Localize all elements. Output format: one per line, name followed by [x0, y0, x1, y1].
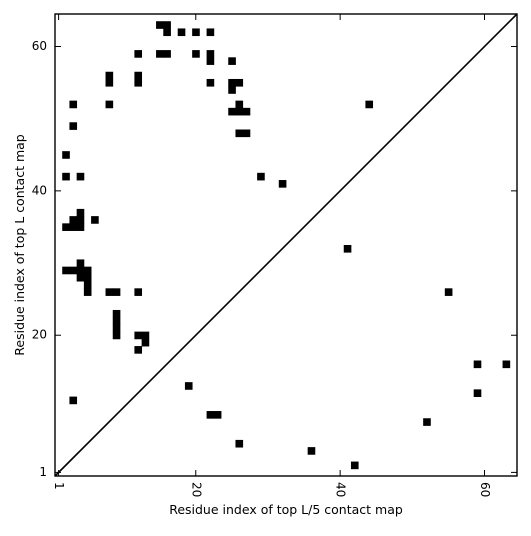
contact-cell-upper	[206, 57, 215, 65]
contact-cell-upper	[112, 324, 121, 333]
contact-cell-upper	[105, 288, 114, 296]
contact-cell-upper	[228, 86, 236, 94]
contact-cell-upper	[69, 266, 78, 275]
contact-cell-upper	[83, 273, 92, 282]
contact-cell-upper	[163, 21, 171, 29]
contact-cell-lower	[473, 360, 482, 369]
y-tick-label: 20	[32, 328, 47, 342]
contact-cell-upper	[235, 107, 244, 116]
contact-cell-upper	[235, 100, 244, 109]
contact-cell-upper	[242, 129, 251, 138]
contact-cell-upper	[76, 208, 85, 217]
contact-cell-upper	[242, 107, 251, 116]
contact-cell-upper	[444, 288, 453, 296]
contact-cell-upper	[76, 223, 85, 231]
contact-cell-upper	[206, 78, 215, 87]
contact-cell-upper	[112, 331, 121, 340]
contact-cell-upper	[192, 28, 200, 37]
y-tick-label: 60	[32, 39, 47, 53]
contact-cell-upper	[69, 223, 78, 231]
contact-cell-upper	[156, 50, 164, 58]
contact-cell-upper	[76, 266, 85, 275]
contact-cell-upper	[141, 338, 150, 347]
contact-cell-upper	[228, 57, 236, 65]
contact-cell-upper	[228, 107, 236, 116]
contact-cell-lower	[350, 461, 359, 470]
contact-cell-upper	[62, 172, 70, 181]
contact-cell-upper	[134, 346, 143, 354]
x-axis-label: Residue index of top L/5 contact map	[169, 502, 403, 517]
contact-cell-lower	[423, 418, 431, 426]
contact-cell-upper	[69, 100, 78, 109]
contact-cell-upper	[76, 259, 85, 268]
contact-cell-upper	[206, 28, 215, 37]
y-tick-label: 40	[32, 183, 47, 197]
contact-cell-upper	[76, 172, 85, 181]
contact-cell-lower	[235, 439, 244, 448]
contact-cell-upper	[343, 245, 352, 253]
contact-cell-upper	[134, 71, 143, 80]
contact-cell-upper	[69, 216, 78, 224]
contact-cell-upper	[62, 223, 70, 231]
contact-cell-lower	[213, 411, 222, 419]
y-tick-label: 1	[39, 465, 47, 479]
contact-cell-upper	[134, 78, 143, 87]
contact-cells	[62, 21, 511, 470]
contact-cell-lower	[184, 382, 193, 390]
x-tick-label: 1	[52, 482, 66, 490]
contact-cell-upper	[91, 216, 99, 224]
contact-cell-upper	[83, 281, 92, 289]
contact-cell-lower	[206, 411, 215, 419]
contact-cell-upper	[257, 172, 265, 181]
contact-cell-upper	[156, 21, 164, 29]
contact-cell-upper	[83, 288, 92, 296]
contact-cell-lower	[307, 447, 316, 455]
contact-cell-upper	[228, 78, 236, 87]
diagonal-line	[54, 13, 518, 477]
contact-cell-upper	[206, 50, 215, 58]
contact-cell-upper	[76, 273, 85, 282]
plot-frame	[54, 13, 518, 477]
contact-cell-upper	[62, 151, 70, 159]
contact-cell-lower	[473, 389, 482, 397]
contact-cell-upper	[192, 50, 200, 58]
contact-cell-upper	[177, 28, 186, 37]
contact-cell-upper	[105, 100, 114, 109]
contact-cell-upper	[112, 309, 121, 318]
contact-cell-upper	[278, 180, 287, 188]
contact-cell-upper	[134, 288, 143, 296]
contact-cell-upper	[105, 71, 114, 80]
x-tick-label: 60	[478, 482, 492, 497]
contact-cell-upper	[83, 266, 92, 275]
contact-cell-upper	[235, 78, 244, 87]
contact-cell-upper	[112, 317, 121, 325]
contact-cell-upper	[76, 216, 85, 224]
contact-cell-upper	[163, 50, 171, 58]
contact-cell-upper	[69, 122, 78, 130]
contact-cell-upper	[163, 28, 171, 37]
x-tick-label: 20	[189, 482, 203, 497]
contact-cell-upper	[105, 78, 114, 87]
contact-cell-upper	[134, 331, 143, 340]
contact-cell-upper	[235, 129, 244, 138]
y-axis-label: Residue index of top L contact map	[12, 134, 27, 355]
contact-cell-upper	[134, 50, 143, 58]
contact-cell-upper	[365, 100, 374, 109]
contact-cell-upper	[112, 288, 121, 296]
x-tick-label: 40	[334, 482, 348, 497]
contact-cell-upper	[62, 266, 70, 275]
axis-ticks: 1 20 40 60 1 20 40 60	[32, 14, 517, 497]
contact-cell-upper	[141, 331, 150, 340]
contact-cell-lower	[69, 396, 78, 405]
contact-cell-lower	[502, 360, 511, 369]
